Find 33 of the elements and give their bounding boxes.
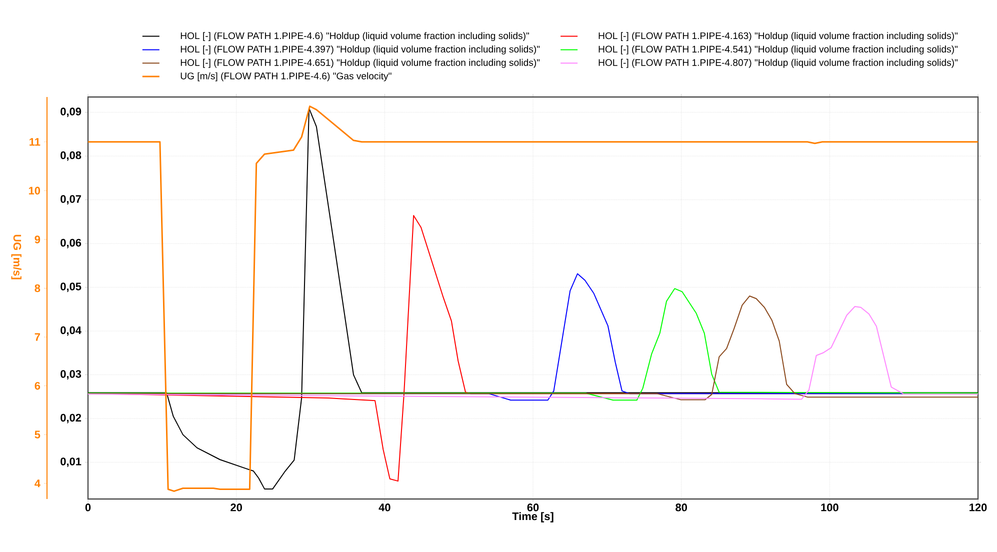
x-tick-label: 20 [230, 504, 242, 512]
legend-label: HOL [-] (FLOW PATH 1.PIPE-4.651) "Holdup (liquid volume fraction including solids)" [180, 58, 540, 68]
y2-tick-label: 5 [34, 430, 40, 438]
x-tick-label: 100 [821, 504, 838, 512]
y2-tick-label: 7 [34, 333, 40, 341]
x-tick-label: 60 [527, 504, 539, 512]
y-tick-label: 0,01 [60, 458, 82, 467]
y2-tick-label: 6 [34, 382, 40, 390]
y-tick-label: 0,05 [60, 282, 82, 292]
legend-label: HOL [-] (FLOW PATH 1.PIPE-4.397) "Holdup (liquid volume fraction including solids)" [180, 46, 540, 54]
y-tick-label: 0,06 [60, 238, 82, 248]
x-tick-label: 120 [970, 504, 987, 512]
legend-label: HOL [-] (FLOW PATH 1.PIPE-4.541) "Holdup (liquid volume fraction including solids)" [598, 46, 958, 54]
y2-tick-label: 10 [28, 186, 40, 195]
y-tick-label: 0,03 [60, 370, 82, 380]
y2-tick-label: 11 [30, 138, 40, 146]
x-tick-label: 80 [676, 504, 687, 512]
x-tick-label: 40 [378, 504, 390, 512]
y-tick-label: 0,07 [60, 195, 81, 204]
y2-tick-label: 4 [34, 480, 40, 488]
y2-tick-label: 8 [34, 284, 40, 292]
legend-label: HOL [-] (FLOW PATH 1.PIPE-4.807) "Holdup (liquid volume fraction including solids)" [598, 58, 958, 68]
legend-label: HOL [-] (FLOW PATH 1.PIPE-4.6) "Holdup (liquid volume fraction including solids)" [180, 32, 529, 42]
legend-label: HOL [-] (FLOW PATH 1.PIPE-4.163) "Holdup (liquid volume fraction including solids)" [598, 32, 958, 42]
x-axis-title: Time [s] [512, 512, 554, 522]
y-tick-label: 0,04 [60, 326, 82, 336]
legend-label: UG [m/s] (FLOW PATH 1.PIPE-4.6) "Gas velocity" [180, 72, 392, 82]
y2-axis-title: UG [m/s] [11, 234, 22, 280]
y2-tick-label: 9 [34, 236, 40, 244]
y-tick-label: 0,02 [60, 414, 82, 424]
x-tick-label: 0 [85, 504, 91, 512]
y-tick-label: 0,09 [60, 108, 82, 117]
y-tick-label: 0,08 [60, 151, 82, 161]
